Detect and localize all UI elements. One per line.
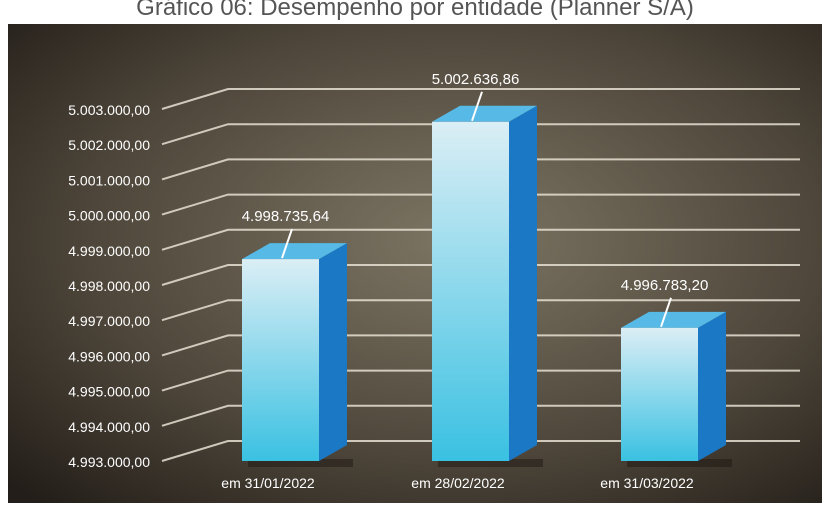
bar-shadow <box>627 459 732 467</box>
x-tick-label: em 31/03/2022 <box>600 475 694 491</box>
y-tick-label: 4.997.000,00 <box>68 313 150 329</box>
gridline <box>161 440 800 462</box>
gridline <box>161 369 800 392</box>
bar-shadow <box>248 459 353 467</box>
gridline <box>161 404 800 427</box>
bar-shadow <box>438 459 543 467</box>
y-tick-label: 4.995.000,00 <box>68 384 150 400</box>
bar-chart: 4.993.000,00 4.994.000,00 4.995.000,00 4.99… <box>8 24 822 503</box>
bar <box>242 259 319 461</box>
x-axis-ticks: em 31/01/2022 em 28/02/2022 em 31/03/2022 <box>221 475 694 491</box>
x-tick-label: em 28/02/2022 <box>411 475 505 491</box>
y-tick-label: 4.999.000,00 <box>68 243 150 259</box>
gridline <box>161 334 800 357</box>
bar-top <box>432 105 537 122</box>
bar-top <box>242 243 347 260</box>
gridline <box>161 123 800 146</box>
data-label-leader <box>471 91 483 122</box>
y-tick-label: 4.998.000,00 <box>68 278 150 294</box>
bar-top <box>621 311 726 328</box>
y-tick-label: 4.993.000,00 <box>68 454 150 470</box>
data-label: 5.002.636,86 <box>432 71 520 88</box>
bar-side <box>509 105 537 461</box>
gridline <box>161 158 800 181</box>
data-label: 4.998.735,64 <box>242 208 330 225</box>
gridline <box>161 228 800 251</box>
bar-side <box>319 243 347 461</box>
bars <box>242 105 732 467</box>
data-label-leader <box>660 297 672 328</box>
gridline <box>161 299 800 322</box>
data-labels: 4.998.735,64 5.002.636,86 4.996.783,20 <box>242 71 709 328</box>
data-label-leader <box>281 228 293 259</box>
y-tick-label: 5.001.000,00 <box>68 172 150 188</box>
y-tick-label: 4.994.000,00 <box>68 419 150 435</box>
chart-title: Gráfico 06: Desempenho por entidade (Pla… <box>136 0 694 21</box>
y-tick-label: 5.002.000,00 <box>68 137 150 153</box>
x-tick-label: em 31/01/2022 <box>221 475 315 491</box>
y-tick-label: 5.003.000,00 <box>68 102 150 118</box>
bar <box>621 327 698 461</box>
gridline <box>161 193 800 216</box>
data-label: 4.996.783,20 <box>621 277 709 294</box>
gridlines <box>161 88 800 462</box>
y-tick-label: 5.000.000,00 <box>68 208 150 224</box>
bar-side <box>698 311 726 461</box>
bar <box>432 121 509 461</box>
gridline <box>161 264 800 286</box>
y-tick-label: 4.996.000,00 <box>68 348 150 364</box>
gridline <box>161 88 800 110</box>
y-axis-ticks: 4.993.000,00 4.994.000,00 4.995.000,00 4.99… <box>68 102 150 470</box>
